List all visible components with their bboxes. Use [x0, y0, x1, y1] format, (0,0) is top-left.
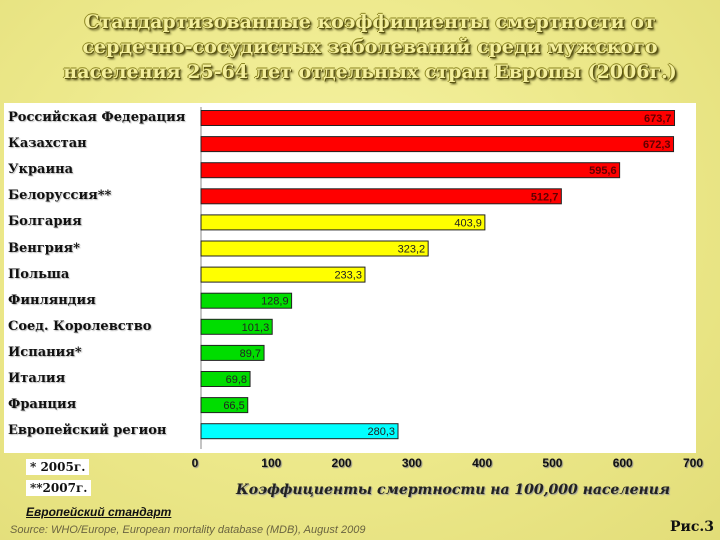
- bar-российская-федерация: [200, 110, 676, 126]
- value-label-украина: 595,6: [589, 165, 617, 177]
- category-label-финляндия: Финляндия: [8, 291, 100, 310]
- bar-chart: 673,7 672,3 595,6 512,7 403,9 323,2 233,3 128,9…: [200, 107, 676, 449]
- figure-label: Рис.3: [669, 519, 714, 535]
- bar-франция: [200, 397, 249, 414]
- bar-италия: [200, 371, 251, 387]
- x-tick-700: 700: [682, 456, 704, 470]
- value-label-соед-королевство: 101,3: [242, 322, 270, 334]
- footnote-2007: **2007г.: [26, 480, 92, 496]
- bar-украина: [200, 162, 621, 179]
- value-label-испания: 89,7: [240, 348, 261, 360]
- bar-соед-королевство: [200, 318, 273, 335]
- value-label-болгария: 403,9: [454, 217, 482, 229]
- value-label-финляндия: 128,9: [261, 296, 289, 308]
- category-label-белоруссия: Белоруссия**: [8, 187, 116, 206]
- chart-area: 673,7 672,3 595,6 512,7 403,9 323,2 233,3 128,9…: [4, 103, 696, 453]
- value-label-франция: 66,5: [223, 400, 244, 412]
- category-label-франция: Франция: [8, 396, 81, 415]
- category-label-испания: Испания*: [8, 343, 86, 362]
- x-tick-500: 500: [542, 456, 563, 470]
- category-label-российская-федерация: Российская Федерация: [8, 109, 190, 127]
- european-standard-note: Европейский стандарт: [26, 505, 172, 519]
- bar-венгрия: [200, 240, 429, 257]
- category-label-венгрия: Венгрия*: [8, 239, 84, 258]
- value-label-италия: 69,8: [226, 374, 247, 386]
- x-tick-300: 300: [401, 456, 422, 470]
- value-label-российская-федерация: 673,7: [644, 113, 672, 125]
- bar-европейский-регион: [200, 423, 399, 440]
- x-tick-400: 400: [472, 456, 493, 470]
- x-tick-100: 100: [261, 456, 282, 470]
- bar-белоруссия: [200, 188, 562, 205]
- category-label-болгария: Болгария: [8, 213, 86, 232]
- bar-казахстан: [200, 136, 675, 153]
- x-tick-0: 0: [191, 456, 199, 470]
- value-label-венгрия: 323,2: [398, 244, 426, 256]
- category-label-соед-королевство: Соед. Королевство: [8, 317, 156, 336]
- bar-болгария: [200, 214, 486, 231]
- bar-финляндия: [200, 292, 293, 309]
- footnote-2005: * 2005г.: [26, 459, 90, 475]
- value-label-казахстан: 672,3: [643, 139, 671, 151]
- source-note: Source: WHO/Europe, European mortality d…: [10, 524, 366, 536]
- x-tick-600: 600: [612, 456, 633, 470]
- category-label-европейский-регион: Европейский регион: [8, 422, 171, 441]
- category-label-италия: Италия: [8, 370, 70, 388]
- chart-title: Стандартизованные коэффициенты смертност…: [63, 11, 677, 83]
- category-label-польша: Польша: [8, 265, 74, 284]
- bar-польша: [200, 266, 366, 283]
- value-label-белоруссия: 512,7: [531, 191, 559, 203]
- category-label-украина: Украина: [8, 161, 78, 180]
- x-axis-label: Коэффициенты смертности на 100,000 насел…: [236, 482, 671, 498]
- value-label-польша: 233,3: [334, 270, 362, 282]
- category-label-казахстан: Казахстан: [8, 135, 91, 154]
- x-tick-200: 200: [331, 456, 352, 470]
- bar-испания: [200, 344, 265, 361]
- value-label-европейский-регион: 280,3: [367, 426, 395, 438]
